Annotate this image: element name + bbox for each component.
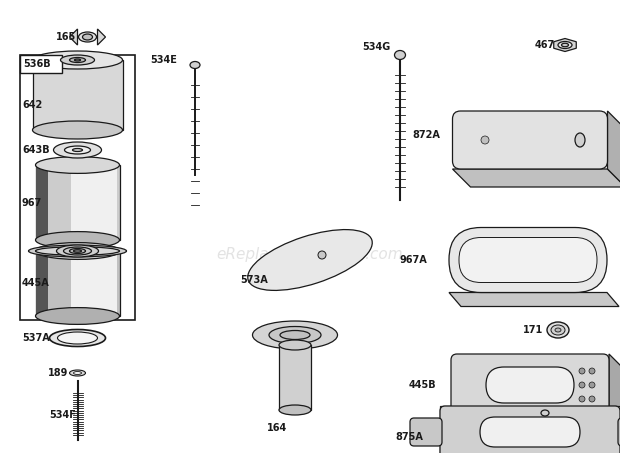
Ellipse shape — [82, 34, 92, 40]
Circle shape — [579, 382, 585, 388]
Ellipse shape — [50, 329, 105, 347]
Circle shape — [589, 382, 595, 388]
Text: 165: 165 — [56, 32, 76, 42]
Ellipse shape — [558, 42, 572, 48]
Ellipse shape — [35, 231, 120, 248]
Text: 875A: 875A — [395, 432, 423, 442]
Ellipse shape — [394, 50, 405, 59]
Bar — [279, 345, 311, 410]
Ellipse shape — [541, 410, 549, 416]
Ellipse shape — [61, 55, 94, 65]
Bar — [20, 55, 135, 320]
Polygon shape — [609, 354, 620, 430]
Polygon shape — [451, 416, 620, 430]
Polygon shape — [453, 169, 620, 187]
Bar — [35, 251, 120, 316]
Ellipse shape — [63, 247, 92, 255]
Ellipse shape — [575, 133, 585, 147]
Text: 534G: 534G — [362, 42, 390, 52]
FancyBboxPatch shape — [459, 237, 597, 283]
Bar — [35, 251, 48, 316]
Bar — [20, 55, 62, 73]
Bar — [35, 165, 120, 240]
Ellipse shape — [280, 331, 310, 339]
Ellipse shape — [248, 230, 372, 290]
Ellipse shape — [32, 121, 123, 139]
Text: 534F: 534F — [50, 410, 76, 420]
Circle shape — [589, 396, 595, 402]
FancyBboxPatch shape — [453, 111, 608, 169]
Text: 643B: 643B — [22, 145, 50, 155]
FancyBboxPatch shape — [486, 367, 574, 403]
FancyBboxPatch shape — [618, 418, 620, 446]
Ellipse shape — [53, 142, 102, 158]
Ellipse shape — [64, 146, 91, 154]
Ellipse shape — [69, 249, 86, 254]
Circle shape — [318, 251, 326, 259]
Polygon shape — [554, 39, 576, 52]
Ellipse shape — [35, 308, 120, 324]
Ellipse shape — [74, 59, 81, 61]
FancyBboxPatch shape — [449, 227, 607, 293]
Ellipse shape — [279, 405, 311, 415]
Text: 967: 967 — [22, 198, 42, 207]
Ellipse shape — [32, 51, 123, 69]
Ellipse shape — [252, 321, 337, 349]
Circle shape — [579, 396, 585, 402]
Ellipse shape — [555, 328, 561, 332]
Circle shape — [589, 368, 595, 374]
Ellipse shape — [69, 370, 86, 376]
Ellipse shape — [73, 149, 82, 151]
Text: 534E: 534E — [150, 55, 177, 65]
Text: 872A: 872A — [412, 130, 440, 140]
Text: 573A: 573A — [240, 275, 268, 285]
Circle shape — [481, 136, 489, 144]
Text: 445B: 445B — [409, 380, 436, 390]
Polygon shape — [608, 111, 620, 187]
Polygon shape — [69, 29, 78, 45]
Text: 164: 164 — [267, 423, 287, 433]
Bar — [35, 165, 48, 240]
Ellipse shape — [190, 62, 200, 68]
Ellipse shape — [79, 32, 97, 42]
Polygon shape — [97, 29, 105, 45]
Ellipse shape — [74, 250, 81, 252]
Text: 536B: 536B — [23, 59, 51, 69]
Text: 642: 642 — [22, 100, 42, 110]
Text: eReplacementParts.com: eReplacementParts.com — [216, 247, 404, 262]
Circle shape — [579, 368, 585, 374]
Text: 224: 224 — [510, 408, 530, 418]
Bar — [71, 168, 117, 237]
Ellipse shape — [547, 322, 569, 338]
Ellipse shape — [58, 332, 97, 344]
Ellipse shape — [551, 325, 565, 335]
Ellipse shape — [35, 157, 120, 173]
FancyBboxPatch shape — [440, 406, 620, 453]
Ellipse shape — [562, 43, 569, 47]
Polygon shape — [449, 293, 619, 307]
Ellipse shape — [69, 58, 86, 63]
Ellipse shape — [29, 245, 126, 257]
FancyBboxPatch shape — [480, 417, 580, 447]
Ellipse shape — [35, 243, 120, 260]
Ellipse shape — [35, 247, 120, 255]
Bar — [71, 254, 117, 313]
FancyBboxPatch shape — [410, 418, 442, 446]
Text: 189: 189 — [48, 368, 68, 378]
Bar — [440, 406, 620, 453]
Text: 537A: 537A — [22, 333, 50, 343]
Ellipse shape — [269, 327, 321, 343]
Text: 445A: 445A — [22, 279, 50, 289]
FancyBboxPatch shape — [451, 354, 609, 416]
Bar — [32, 60, 123, 130]
Ellipse shape — [74, 371, 81, 375]
Ellipse shape — [279, 340, 311, 350]
Text: 967A: 967A — [399, 255, 427, 265]
Text: 171: 171 — [523, 325, 543, 335]
Text: 467: 467 — [535, 40, 556, 50]
Ellipse shape — [56, 245, 99, 257]
